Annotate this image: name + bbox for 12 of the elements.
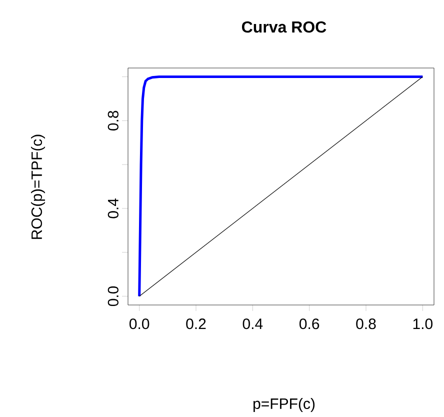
- x-tick-label: 1.0: [413, 318, 432, 330]
- y-tick-label: 0.0: [108, 286, 118, 306]
- x-tick-label: 0.0: [129, 318, 150, 330]
- x-tick-label: 0.2: [186, 318, 206, 330]
- x-axis-title: p=FPF(c): [254, 398, 315, 412]
- y-tick-label: 0.8: [108, 110, 118, 131]
- x-tick-label: 0.4: [242, 318, 263, 330]
- y-tick-label: 0.4: [108, 198, 118, 218]
- y-axis-title: ROC(p)=TPF(c): [31, 134, 45, 239]
- x-tick-label: 0.6: [299, 318, 320, 330]
- x-tick-label: 0.8: [356, 318, 376, 330]
- chart-title: Curva ROC: [242, 21, 326, 33]
